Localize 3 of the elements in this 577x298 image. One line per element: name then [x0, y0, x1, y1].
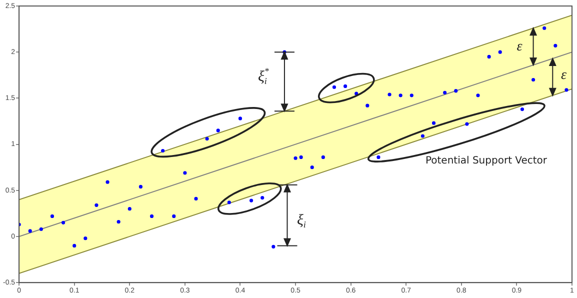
- annotation: Potential Support Vector: [425, 155, 548, 166]
- annotation: ε: [516, 39, 523, 54]
- annotation: ε: [560, 68, 567, 83]
